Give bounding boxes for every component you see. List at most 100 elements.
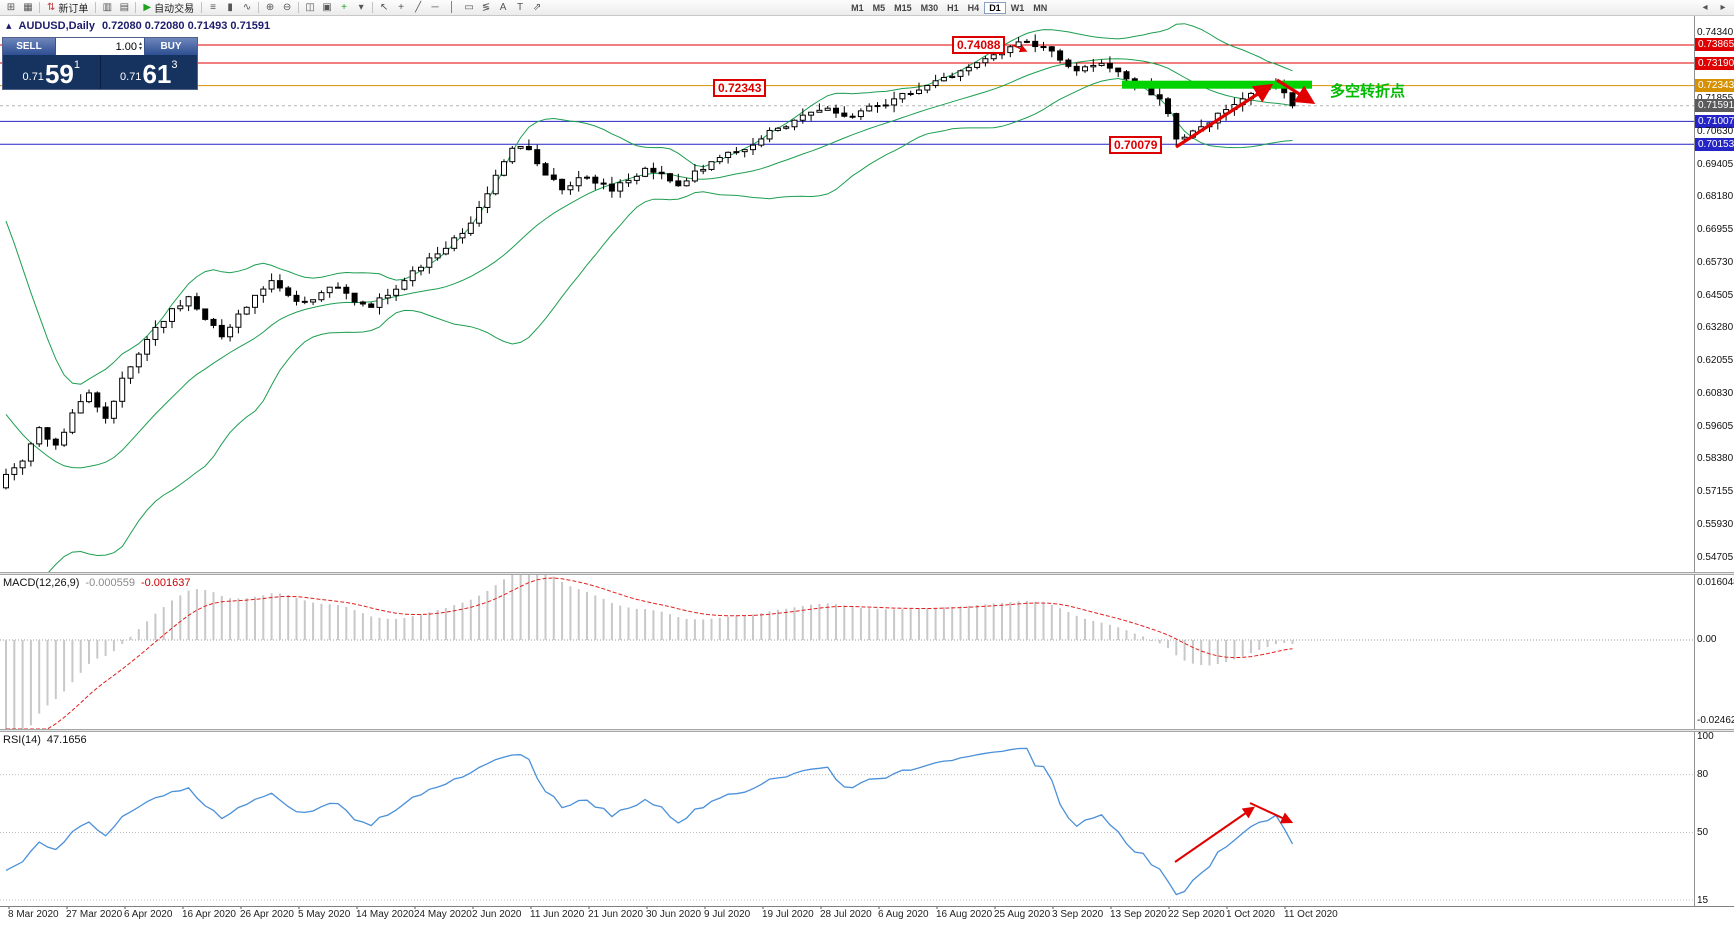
vertical-line-icon[interactable]: │ — [448, 1, 456, 13]
price-scale-label: 0.62055 — [1697, 355, 1734, 367]
trend-arrow[interactable] — [1276, 78, 1316, 105]
price-divider — [99, 55, 101, 89]
horizontal-line-icon[interactable]: ─ — [431, 1, 439, 13]
timeframe-m30-button[interactable]: M30 — [920, 2, 939, 13]
price-scale-label: 0.71007 — [1695, 114, 1734, 128]
toolbar-separator — [135, 2, 137, 13]
rsi-scale-label: 50 — [1697, 826, 1709, 838]
bid-pip-digit: 1 — [73, 59, 80, 71]
price-scale-label: 0.74340 — [1697, 26, 1734, 38]
buy-button[interactable]: BUY — [145, 38, 197, 55]
templates-icon[interactable]: ▾ — [358, 1, 364, 13]
price-scale-label: 0.58380 — [1697, 453, 1734, 465]
timeframe-w1-button[interactable]: W1 — [1010, 2, 1025, 13]
trendline-icon[interactable]: ╱ — [415, 1, 422, 13]
ask-price[interactable]: 0.71 61 3 — [101, 55, 198, 89]
new-chart-icon[interactable]: ⊞ — [6, 1, 16, 13]
fibonacci-icon[interactable]: ≶ — [481, 1, 491, 13]
bar-chart-icon[interactable]: ≡ — [210, 1, 217, 13]
bid-prefix: 0.71 — [22, 71, 44, 83]
line-chart-icon[interactable]: ∿ — [242, 1, 252, 13]
chart-shift-icon[interactable]: ▥ — [102, 1, 113, 13]
timeframe-m5-button[interactable]: M5 — [872, 2, 886, 13]
date-axis-label: 21 Jun 2020 — [588, 909, 644, 920]
rsi-scale-label: 80 — [1697, 769, 1709, 781]
collapse-panel-icon[interactable]: ▴ — [6, 20, 12, 32]
date-axis-label: 1 Oct 2020 — [1226, 909, 1275, 920]
supply-zone-rectangle[interactable] — [1122, 80, 1312, 89]
price-callout[interactable]: 0.70079 — [1109, 136, 1163, 154]
date-axis-label: 25 Aug 2020 — [994, 909, 1051, 920]
crosshair-icon[interactable]: + — [398, 1, 405, 13]
timeframe-m15-button[interactable]: M15 — [894, 2, 912, 13]
pane-splitter[interactable] — [0, 729, 1734, 732]
price-scale-label: 0.70153 — [1695, 137, 1734, 151]
zoom-out-icon[interactable]: ⊖ — [282, 1, 292, 13]
volume-up-icon[interactable]: ▴ — [138, 40, 142, 47]
text-label-icon[interactable]: T — [517, 1, 524, 13]
add-indicator-icon[interactable]: + — [341, 1, 348, 13]
price-scale-label: 0.57155 — [1697, 486, 1734, 498]
ask-big-digits: 61 — [142, 59, 172, 89]
rsi-trend-arrow[interactable] — [1249, 802, 1294, 824]
chart-scroll-right-icon[interactable]: ▸ — [1720, 1, 1726, 13]
toolbar-separator — [258, 2, 260, 13]
pane-splitter[interactable] — [0, 572, 1734, 575]
price-callout[interactable]: 0.72343 — [713, 79, 767, 97]
rsi-line — [5, 747, 1294, 896]
timeframe-h1-button[interactable]: H1 — [947, 2, 959, 13]
volume-down-icon[interactable]: ▾ — [138, 45, 142, 52]
date-axis-label: 5 May 2020 — [298, 909, 351, 920]
volume-spinner: ▴ ▾ — [138, 40, 142, 52]
volume-input[interactable]: 1.00 ▴ ▾ — [55, 38, 145, 55]
zone-annotation-label[interactable]: 多空转折点 — [1330, 83, 1406, 100]
price-scale-label: 0.73190 — [1695, 56, 1734, 70]
autotrading-button[interactable]: ▶ 自动交易 — [139, 1, 198, 15]
date-axis-label: 3 Sep 2020 — [1052, 909, 1104, 920]
sell-button[interactable]: SELL — [3, 38, 55, 55]
rsi-value: 47.1656 — [46, 734, 87, 746]
timeframe-m1-button[interactable]: M1 — [851, 2, 864, 13]
auto-scroll-icon[interactable]: ▤ — [119, 1, 130, 13]
candles — [3, 34, 1296, 490]
cursor-icon[interactable]: ↖ — [379, 1, 389, 13]
price-scale-label: 0.60830 — [1697, 387, 1734, 399]
rsi-name: RSI(14) — [3, 734, 41, 746]
chart-scroll-left-icon[interactable]: ◂ — [1702, 1, 1708, 13]
timeframe-h4-button[interactable]: H4 — [967, 2, 980, 13]
date-axis-label: 19 Jul 2020 — [762, 909, 814, 920]
chart-profiles-icon[interactable]: ▦ — [23, 1, 33, 13]
macd-name: MACD(12,26,9) — [3, 577, 80, 589]
timeframe-d1-button[interactable]: D1 — [984, 1, 1006, 14]
zoom-in-icon[interactable]: ⊕ — [265, 1, 275, 13]
candlestick-chart-icon[interactable]: ▮ — [227, 1, 233, 13]
text-icon[interactable]: A — [499, 1, 507, 13]
bollinger-bands — [5, 23, 1293, 572]
chart-ohlc: 0.72080 0.72080 0.71493 0.71591 — [101, 20, 271, 32]
cascade-windows-icon[interactable]: ▣ — [322, 1, 332, 13]
date-axis-label: 26 Apr 2020 — [240, 909, 294, 920]
date-axis-label: 28 Jul 2020 — [820, 909, 872, 920]
autotrading-icon: ▶ — [143, 2, 152, 13]
rsi-trend-arrow[interactable] — [1174, 806, 1255, 863]
callout-connector-arrow — [1011, 44, 1028, 53]
chart-title: ▴ AUDUSD,Daily 0.72080 0.72080 0.71493 0.7… — [6, 19, 270, 32]
new-order-button[interactable]: ⇅ 新订单 — [43, 1, 92, 15]
ask-prefix: 0.71 — [120, 71, 142, 83]
tile-windows-icon[interactable]: ◫ — [305, 1, 315, 13]
date-axis-label: 13 Sep 2020 — [1110, 909, 1167, 920]
macd-main-value: -0.000559 — [85, 577, 135, 589]
macd-scale-top: 0.016048 — [1697, 577, 1734, 588]
trend-arrow[interactable] — [1175, 83, 1274, 149]
timeframe-mn-button[interactable]: MN — [1033, 2, 1048, 13]
arrows-tool-icon[interactable]: ⇗ — [532, 1, 542, 13]
bid-price[interactable]: 0.71 59 1 — [3, 55, 100, 89]
equidistant-channel-icon[interactable]: ▭ — [464, 1, 474, 13]
toolbar-right: ◂ ▸ — [1697, 1, 1731, 14]
price-callout[interactable]: 0.74088 — [952, 36, 1006, 54]
date-axis-label: 30 Jun 2020 — [646, 909, 702, 920]
price-scale-label: 0.54705 — [1697, 551, 1734, 563]
price-scale-label: 0.55930 — [1697, 518, 1734, 530]
price-scale-label: 0.71855 — [1697, 92, 1733, 105]
